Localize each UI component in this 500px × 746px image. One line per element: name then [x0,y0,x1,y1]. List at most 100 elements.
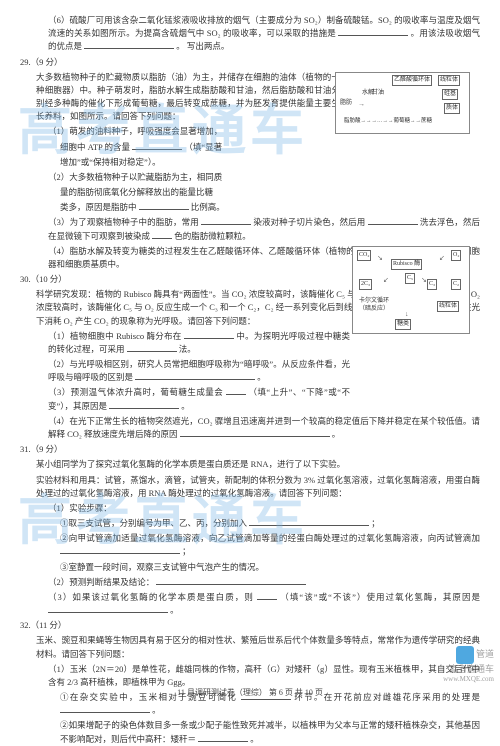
blank [201,216,251,225]
blank [368,216,418,225]
text: ； [371,518,380,528]
q30-4: （4）在光下正常生长的植物突然遮光，CO₂ 骤增且迅速离并进到一个较高的稳定值后… [20,415,480,441]
text: ①取三支试管，分别编号为甲、乙、丙，分别加入 [60,518,247,528]
text: 细胞中 ATP 的含量 [60,142,130,152]
q31-s1: ①取三支试管，分别编号为甲、乙、丙，分别加入 ； [20,517,480,530]
q28-6-text-c: 。 写出两点。 [176,41,229,51]
text: 。 [257,372,266,382]
d1-label: 甘油 [372,89,384,98]
d1-label: 脂肪 [340,99,352,108]
text: 比例高。 [191,202,225,212]
q29-2: （2）大多数植物种子以贮藏脂肪为主，相同质 [20,171,330,184]
blank [241,691,291,700]
q31-1: （1）实验步骤： [20,502,480,515]
q31-head: 31.（9 分） [20,443,480,456]
q31-mat: 实验材料和用具：试管，蒸馏水，滴管，试管夹，新配制的体积分数为 3% 过氧化氢溶… [20,474,480,500]
text: 法。 [179,344,196,354]
d1-label: 脂肪酸→→→…→→葡萄糖→→蔗糖 [344,117,432,126]
q31-intro: 某小组同学为了探究过氧化氢酶的化学本质是蛋白质还是 RNA，进行了以下实验。 [20,458,480,471]
blank [60,704,150,713]
q32-1b: ①在杂交实验中，玉米相对于豌豆可简化 环节。在开花前应对雌雄花序采用的处理是 。 [20,691,480,717]
q30-2: （2）与光呼吸相区别，研究人员常把细胞呼吸称为“暗呼吸”。从反应条件看，光呼吸与… [20,358,350,384]
blank [152,230,172,239]
corner-site: www.MXQE.com [443,675,494,683]
q32-1a: （1）玉米（2N＝20）是单性花，雌雄同株的作物，高秆（G）对矮秆（g）显性。现… [20,663,480,689]
text: （1）萌发的油料种子，呼吸强度会显著增加， [48,126,222,136]
q29-3: （3）为了观察植物种子中的脂肪，常用 染液对种子切片染色，然后用 洗去浮色，然后… [20,216,480,242]
q29-2b: 量的脂肪彻底氧化分解释放出的能量比糖 [20,186,320,199]
d1-label: 质体 [444,103,460,114]
corner-line2: 高考直通车 [443,664,494,675]
blank [257,591,277,600]
d2-label: C₃ [427,279,437,290]
diagram-rubisco: CO₂ O₂ Rubisco 酶 C₅ 2C₃ C₃ C₂ 卡尔文循环 （暗反应… [352,246,470,334]
text: （3）预测温气体浓升高时，葡萄糖生成量会 [48,387,223,397]
d2-label: CO₂ [357,250,371,261]
corner-line1: 管道 [476,649,494,659]
text: 类多，原因是脂肪中 [60,202,137,212]
d2-label: 2C₃ [359,279,372,290]
blank [338,27,408,36]
q32-head: 32.（11 分） [20,619,480,632]
arrow-icon: ↘ [377,253,383,264]
q32-intro: 玉米、豌豆和果蝇等生物因具有易于区分的相对性状、繁殖后世系后代个体数量多等特点，… [20,634,480,660]
text: 色的脂肪微粒颗粒。 [174,231,251,241]
text: 。 [332,429,341,439]
blank [132,141,182,150]
text: ②向甲试管滴加适量过氧化氢酶溶液，向乙试管滴加等量的经蛋白酶处理过的过氧化氢酶溶… [60,533,480,543]
q30-1: （1）植物细胞中 Rubisco 酶分布在 中。为探明光呼吸过程中糖类的转化过程… [20,330,350,356]
text: ①在杂交实验中，玉米相对于豌豆可简化 [60,692,237,702]
blank [180,428,330,437]
diagram-lipid-pathway: 乙醛酸循环体 线粒体 脂肪 水解 → 甘油 蛙基 质体 脂肪酸→→→…→→葡萄糖… [335,72,470,134]
q29-1c: 增加”或“保持相对稳定”）。 [20,156,320,169]
page-content: （6）硫酸厂可用该含杂二氧化锰浆液吸收排放的烟气（主要成分为 SO₂）制备硫酸锰… [20,14,480,746]
q31-2a: （2）预测判断结果及结论： [20,576,480,589]
text: 。 [181,401,190,411]
q30-3: （3）预测温气体浓升高时，葡萄糖生成量会 （填“上升”、“下降”或“不变”），其… [20,386,350,412]
arrow-icon: ↘ [421,275,427,286]
text: （3）为了观察植物种子中的脂肪，常用 [48,217,199,227]
text: 染液对种子切片染色，然后用 [253,217,365,227]
text: ②如果增配子的染色体数目多一条或少配子能性致死并减半，以植株甲为父本与正常的矮秆… [60,720,480,743]
blank [139,201,189,210]
q31-s2: ②向甲试管滴加适量过氧化氢酶溶液，向乙试管滴加等量的经蛋白酶处理过的过氧化氢酶溶… [20,532,480,558]
blank [156,576,306,585]
text: ； [182,546,191,556]
corner-logo-icon [456,646,474,664]
d2-label: C₅ [405,273,415,284]
d2-label: 糖类 [395,319,411,330]
d1-label: 蛙基 [442,89,458,100]
blank [127,343,177,352]
text: （填“该”或“不该”）使用过氧化氢酶，其原因是 [280,592,480,602]
d2-label: C₂ [451,279,461,290]
blank [109,400,179,409]
text: （1）植物细胞中 Rubisco 酶分布在 [48,331,182,341]
arrow-icon: ↙ [439,253,445,264]
q32-1e: ②如果增配子的染色体数目多一条或少配子能性致死并减半，以植株甲为父本与正常的矮秆… [20,719,480,745]
q29-1: （1）萌发的油料种子，呼吸强度会显著增加， [20,125,330,138]
arrow-icon: ↓ [405,309,409,320]
blank [184,330,234,339]
d1-label: 线粒体 [438,75,460,86]
q29-1b: 细胞中 ATP 的含量 （填“显著 [20,141,320,154]
q31-2b: （3）如果该过氧化氢酶的化学本质是蛋白质，则 （填“该”或“不该”）使用过氧化氢… [20,591,480,617]
text: 。 [250,734,259,744]
blank [48,604,168,613]
blank [84,40,174,49]
arrow-icon: ↙ [383,275,389,286]
d2-label: O₂ [451,250,461,261]
text: （2）预测判断结果及结论： [48,577,154,587]
blank [198,733,248,742]
blank [60,545,180,554]
corner-watermark: 管道 高考直通车 www.MXQE.com [443,646,494,683]
q29-2c: 类多，原因是脂肪中 比例高。 [20,201,320,214]
blank [249,517,369,526]
text: （3）如果该过氧化氢酶的化学本质是蛋白质，则 [48,592,254,602]
d2-label: Rubisco 酶 [391,259,422,270]
d1-label: 乙醛酸循环体 [392,75,432,86]
blank [226,386,246,395]
blank [135,371,255,380]
text: 环节。在开花前应对雌雄花序采用的处理是 [294,692,480,702]
q31-s3: ③室静置一段时间，观察三支试管中气泡产生的情况。 [20,561,480,574]
d2-label: 线粒体 [437,301,459,312]
